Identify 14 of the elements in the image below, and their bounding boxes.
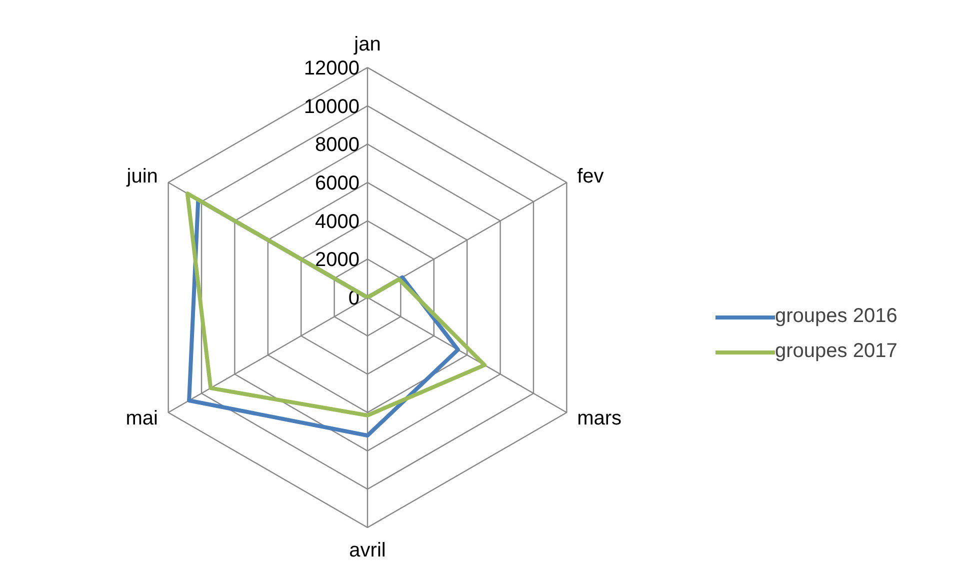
y-tick-label: 4000 (315, 210, 360, 233)
spoke-label: fev (577, 166, 604, 188)
y-tick-label: 10000 (304, 96, 360, 118)
legend-label: groupes 2017 (775, 340, 898, 363)
spoke-label: avril (349, 540, 386, 562)
spoke-label: mars (577, 408, 622, 430)
y-tick-label: 2000 (315, 249, 360, 272)
y-tick-label: 12000 (304, 58, 360, 80)
y-tick-label: 6000 (315, 172, 360, 194)
spoke-label: jan (353, 34, 381, 56)
spoke-label: mai (126, 408, 158, 430)
y-tick-label: 8000 (315, 134, 360, 156)
legend-label: groupes 2016 (775, 305, 898, 328)
spoke-label: juin (126, 166, 158, 188)
